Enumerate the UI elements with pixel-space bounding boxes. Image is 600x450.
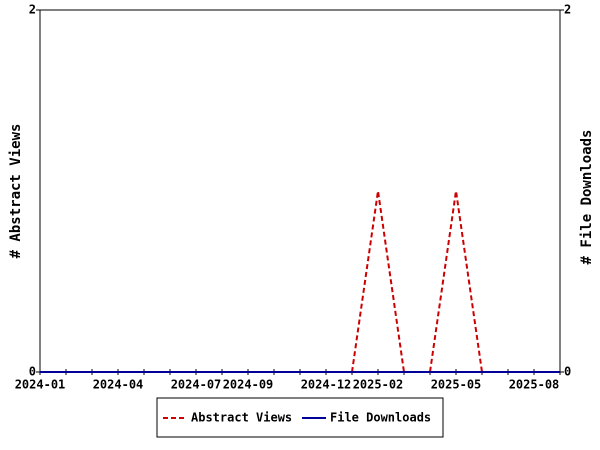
x-tick-label: 2024-07 xyxy=(171,378,222,392)
x-tick-label: 2025-08 xyxy=(509,378,560,392)
y-tick-label: 0 xyxy=(29,365,36,379)
x-tick-label: 2024-09 xyxy=(223,378,274,392)
x-tick-label: 2024-04 xyxy=(93,378,144,392)
plot-frame xyxy=(39,9,561,373)
y2-axis-title: # File Downloads xyxy=(579,130,595,265)
y-tick-label: 2 xyxy=(29,3,36,17)
legend-label: Abstract Views xyxy=(191,411,292,425)
y2-tick-label: 2 xyxy=(564,3,571,17)
legend-label: File Downloads xyxy=(330,411,431,425)
x-tick-label: 2024-12 xyxy=(301,378,352,392)
legend-box xyxy=(156,397,444,438)
y2-tick-label: 0 xyxy=(564,365,571,379)
x-tick-label: 2024-01 xyxy=(15,378,66,392)
x-tick-label: 2025-02 xyxy=(353,378,404,392)
x-tick-label: 2025-05 xyxy=(431,378,482,392)
y-axis-title: # Abstract Views xyxy=(8,124,24,259)
